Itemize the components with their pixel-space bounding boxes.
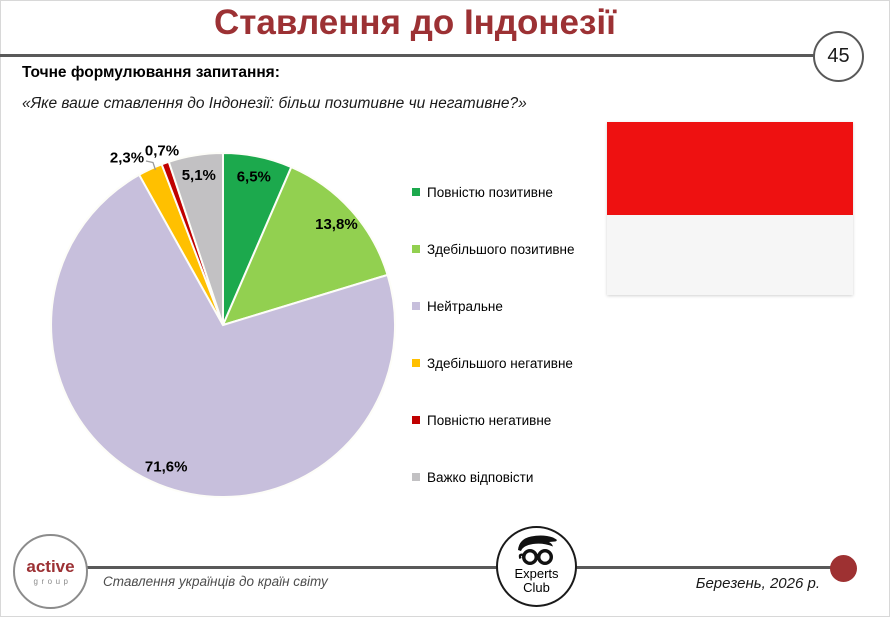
page-title: Ставлення до Індонезії: [214, 3, 616, 42]
experts-club-name-line2: Club: [523, 579, 550, 595]
pie-label: 6,5%: [237, 168, 271, 185]
pie-label: 13,8%: [315, 216, 358, 233]
footer-divider: [84, 566, 832, 569]
legend-label: Важко відповісти: [427, 469, 534, 485]
legend-swatch-icon: [412, 245, 420, 253]
experts-club-name-line1: Experts: [514, 566, 559, 581]
legend-item: Здебільшого негативне: [412, 355, 575, 371]
legend-label: Здебільшого позитивне: [427, 241, 575, 257]
legend-swatch-icon: [412, 302, 420, 310]
chart-legend: Повністю позитивне Здебільшого позитивне Н…: [412, 184, 575, 485]
flag-white-stripe: [607, 215, 853, 295]
pie-chart: 6,5% 13,8% 71,6% 2,3% 0,7%5,1%: [50, 142, 397, 498]
report-title: Ставлення українців до країн світу: [103, 574, 328, 589]
face-with-glasses-icon: [517, 535, 557, 566]
legend-item: Важко відповісти: [412, 469, 575, 485]
page-number-badge: 45: [813, 31, 864, 82]
indonesia-flag: [607, 122, 853, 295]
legend-item: Повністю позитивне: [412, 184, 575, 200]
active-group-subname: group: [33, 576, 72, 586]
legend-label: Повністю негативне: [427, 412, 552, 428]
legend-item: Здебільшого позитивне: [412, 241, 575, 257]
legend-swatch-icon: [412, 473, 420, 481]
pie-label: 5,1%: [182, 167, 216, 184]
pie-slice: [50, 173, 397, 498]
pie-slice: [167, 151, 224, 326]
legend-swatch-icon: [412, 416, 420, 424]
question-block: Точне формулювання запитання: «Яке ваше …: [22, 64, 527, 113]
legend-label: Повністю позитивне: [427, 184, 553, 200]
legend-item: Нейтральне: [412, 298, 575, 314]
page-number: 45: [827, 45, 850, 67]
pie-label-leader-line: [145, 160, 157, 171]
question-text: «Яке ваше ставлення до Індонезії: більш …: [22, 95, 527, 112]
active-group-logo: active group: [13, 534, 88, 609]
legend-label: Нейтральне: [427, 298, 503, 314]
flag-red-stripe: [607, 122, 853, 215]
legend-swatch-icon: [412, 188, 420, 196]
pie-label: 71,6%: [145, 458, 188, 475]
experts-club-logo: Experts Club: [496, 526, 577, 607]
header-divider: [0, 54, 815, 57]
legend-item: Повністю негативне: [412, 412, 575, 428]
slide-date: Березень, 2026 р.: [695, 575, 820, 592]
pie-label: 0,7%: [145, 142, 179, 159]
legend-swatch-icon: [412, 359, 420, 367]
footer-end-dot: [830, 555, 857, 582]
active-group-name: active: [26, 556, 75, 576]
legend-label: Здебільшого негативне: [427, 355, 573, 371]
pie-slice: [221, 165, 389, 327]
pie-label: 2,3%: [110, 149, 144, 166]
question-label: Точне формулювання запитання:: [22, 64, 280, 81]
